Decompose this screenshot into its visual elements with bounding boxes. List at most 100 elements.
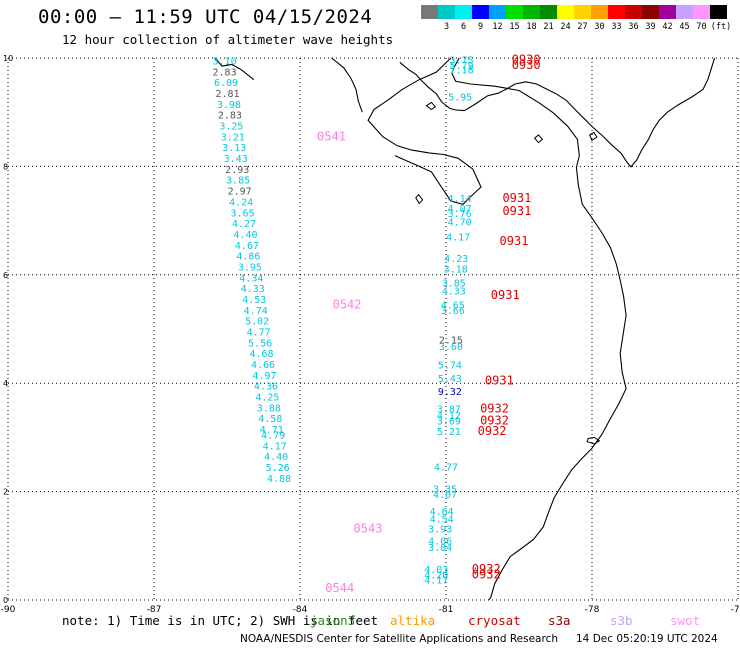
legend-label: 42 — [662, 22, 673, 32]
wave-height-label: 4.68 — [250, 349, 274, 360]
wave-height-label: 5.95 — [448, 92, 472, 103]
legend-swatch — [472, 5, 489, 19]
wave-height-label: 3.95 — [238, 262, 262, 273]
wave-height-label: 4.40 — [264, 452, 288, 463]
wave-height-label: 4.36 — [254, 382, 278, 393]
wave-height-label: 4.17 — [424, 576, 448, 587]
wave-height-label: 3.87 — [437, 404, 461, 415]
satellite-s3a: s3a — [548, 613, 571, 628]
legend-swatch — [506, 5, 523, 19]
legend-swatch — [523, 5, 540, 19]
color-legend: 3 6 9 12 15 18 21 24 27 30 33 36 39 42 45 70 (ft) — [421, 5, 731, 32]
satellite-swot: swot — [670, 613, 701, 628]
wave-height-label: 2.83 — [213, 67, 237, 78]
legend-labels: 3 6 9 12 15 18 21 24 27 30 33 36 39 42 45 70 (ft) — [421, 22, 740, 34]
y-tick-label: 2 — [3, 488, 8, 497]
wave-height-label: 3.85 — [226, 176, 250, 187]
wave-height-label: 7.18 — [450, 66, 474, 77]
wave-height-label: 4.33 — [442, 286, 466, 297]
wave-height-label: 3.10 — [213, 57, 237, 68]
wave-height-label: 3.60 — [439, 342, 463, 353]
wave-height-label: 6.09 — [214, 78, 238, 89]
wave-height-label: 4.07 — [433, 490, 457, 501]
wave-height-label: 4.74 — [244, 306, 268, 317]
legend-swatch — [489, 5, 506, 19]
wave-height-label: 4.40 — [233, 230, 257, 241]
map-subtitle: 12 hour collection of altimeter wave hei… — [62, 32, 394, 47]
pass-time-label: 0541 — [317, 129, 346, 143]
wave-height-label: 4.27 — [232, 219, 256, 230]
pass-time-label: 0931 — [502, 204, 531, 218]
wave-height-label: 3.21 — [221, 132, 245, 143]
legend-label: 18 — [526, 22, 537, 32]
wave-height-label: 4.24 — [229, 197, 253, 208]
satellite-altika: altika — [390, 613, 436, 628]
island — [415, 193, 424, 205]
pass-time-label: 0932 — [472, 567, 501, 581]
wave-height-label: 3.98 — [217, 100, 241, 111]
wave-height-label: 3.25 — [219, 122, 243, 133]
legend-swatch — [693, 5, 710, 19]
wave-height-label: 3.75 — [450, 55, 474, 66]
legend-label: 21 — [543, 22, 554, 32]
legend-swatch — [540, 5, 557, 19]
legend-swatch — [455, 5, 472, 19]
wave-height-label: 4.33 — [241, 284, 265, 295]
x-tick-label: -75 — [731, 605, 740, 615]
wave-height-label: 3.85 — [442, 279, 466, 290]
legend-label: 6 — [460, 22, 467, 32]
wave-height-label: 4.20 — [424, 570, 448, 581]
credit-line: NOAA/NESDIS Center for Satellite Applica… — [240, 633, 718, 645]
legend-swatch — [557, 5, 574, 19]
legend-label: 39 — [645, 22, 656, 32]
wave-height-label: 4.53 — [242, 295, 266, 306]
legend-swatch — [659, 5, 676, 19]
wave-height-label: 4.65 — [441, 300, 465, 311]
wave-height-label: 4.12 — [437, 411, 461, 422]
wave-height-label: 4.14 — [448, 194, 472, 205]
generated-timestamp: 14 Dec 05:20:19 UTC 2024 — [576, 633, 718, 645]
wave-height-label: 4.77 — [434, 462, 458, 473]
legend-swatch — [591, 5, 608, 19]
wave-height-label: 2.81 — [215, 89, 239, 100]
legend-swatch — [625, 5, 642, 19]
pass-time-label: 0930 — [512, 58, 541, 72]
coastline-nicoya — [214, 57, 255, 81]
wave-height-label: 2.15 — [439, 336, 463, 347]
wave-height-label: 9.32 — [438, 387, 462, 398]
coastline-pacific — [451, 57, 627, 601]
wave-height-label: 4.06 — [428, 537, 452, 548]
x-tick-label: -78 — [585, 605, 600, 615]
wave-height-label: 5.02 — [245, 317, 269, 328]
x-tick-label: -84 — [293, 605, 308, 615]
island — [588, 131, 598, 142]
wave-height-label: 4.25 — [255, 393, 279, 404]
y-tick-label: 0 — [3, 596, 8, 605]
island — [586, 436, 601, 445]
y-tick-label: 10 — [3, 54, 13, 63]
wave-height-label: 3.66 — [441, 306, 465, 317]
legend-label: 3 — [443, 22, 450, 32]
wave-height-label: 3.93 — [428, 524, 452, 535]
wave-height-label: 4.07 — [448, 204, 472, 215]
wave-height-label: 3.76 — [448, 209, 472, 220]
legend-label: 27 — [577, 22, 588, 32]
wave-height-label: 5.43 — [438, 374, 462, 385]
island — [425, 101, 437, 111]
wave-height-label: 4.77 — [247, 328, 271, 339]
wave-height-label: 4.64 — [430, 507, 454, 518]
pass-time-label: 0543 — [354, 521, 383, 535]
legend-label: 24 — [560, 22, 571, 32]
wave-height-label: 4.79 — [261, 430, 285, 441]
coastline-costa-rica — [331, 57, 363, 113]
x-tick-label: -81 — [439, 605, 454, 615]
legend-swatch — [574, 5, 591, 19]
wave-height-label: 3.43 — [224, 154, 248, 165]
wave-height-label: 4.34 — [239, 273, 263, 284]
satellite-cryosat: cryosat — [468, 613, 521, 628]
pass-time-label: 0932 — [478, 424, 507, 438]
legend-label: 45 — [679, 22, 690, 32]
satellite-s3b: s3b — [610, 613, 633, 628]
pass-time-label: 0544 — [325, 581, 354, 595]
pass-time-label: 0932 — [472, 562, 501, 576]
